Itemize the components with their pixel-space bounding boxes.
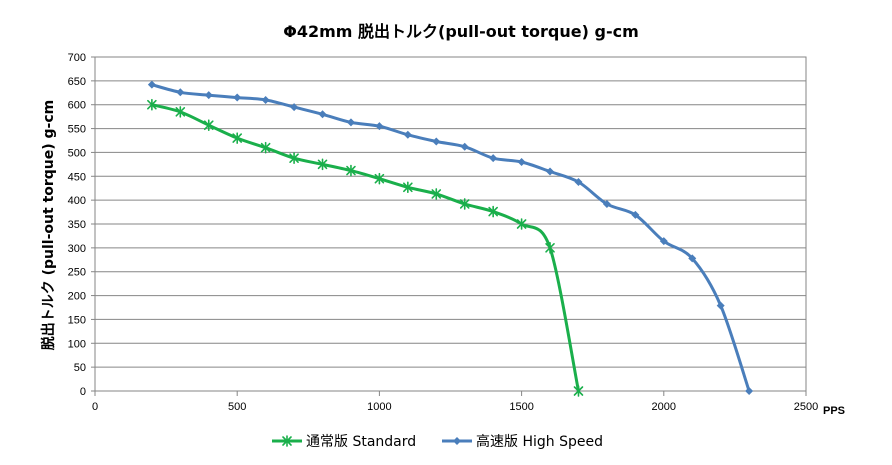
y-tick-label: 150 [68, 314, 86, 326]
data-point [176, 88, 185, 97]
data-point [574, 178, 583, 187]
series-0 [147, 98, 584, 397]
chart-title: Φ42mm 脱出トルク(pull-out torque) g-cm [283, 22, 639, 41]
data-point [147, 80, 156, 89]
data-point [318, 110, 327, 119]
data-point [346, 164, 356, 177]
data-point [403, 181, 413, 194]
data-point [290, 103, 299, 112]
series-1 [147, 80, 754, 395]
legend-label: 高速版 High Speed [476, 433, 603, 450]
x-tick-label: 500 [228, 401, 246, 413]
data-point [716, 301, 725, 310]
y-tick-label: 400 [68, 195, 86, 207]
y-tick-label: 550 [68, 124, 86, 136]
series-line [150, 83, 751, 393]
y-tick-label: 50 [74, 362, 86, 374]
data-point [175, 106, 186, 118]
data-point [431, 188, 442, 200]
data-point [460, 142, 469, 151]
y-tick-label: 0 [80, 386, 86, 398]
legend-marker [453, 437, 461, 445]
data-point [317, 158, 328, 171]
data-point [147, 98, 157, 111]
legend-marker [282, 435, 292, 447]
y-tick-label: 350 [68, 219, 86, 231]
x-tick-label: 1500 [509, 401, 533, 413]
y-tick-label: 650 [68, 76, 86, 88]
y-tick-label: 300 [68, 243, 86, 255]
data-point [203, 119, 214, 132]
data-point [232, 132, 242, 144]
data-point [688, 254, 697, 263]
data-point [374, 172, 385, 185]
y-tick-label: 200 [68, 291, 86, 303]
y-tick-label: 700 [68, 52, 86, 64]
x-axis-unit: PPS [823, 405, 845, 417]
grid [95, 56, 806, 392]
legend: 通常版 Standard 高速版 High Speed [272, 433, 603, 450]
legend-item: 高速版 High Speed [442, 433, 603, 450]
data-point [517, 157, 526, 166]
x-tick-label: 0 [92, 401, 98, 413]
data-point [204, 91, 213, 100]
x-tick-label: 2500 [794, 401, 818, 413]
y-axis-label: 脱出トルク (pull-out torque) g-cm [40, 100, 57, 351]
series-layer [147, 80, 754, 397]
data-point [659, 237, 668, 246]
data-point [631, 210, 640, 219]
data-point [375, 122, 384, 131]
data-point [346, 118, 355, 127]
legend-item: 通常版 Standard [272, 434, 416, 450]
x-tick-label: 2000 [652, 401, 676, 413]
y-tick-label: 100 [68, 338, 86, 350]
data-point [516, 218, 527, 230]
x-tick-label: 1000 [367, 401, 391, 413]
data-point [432, 137, 441, 146]
data-point [545, 242, 555, 254]
legend-label: 通常版 Standard [306, 434, 416, 450]
y-axis: 0 50 100 150 200 250 300 350 400 450 500 550 600 650 7… [68, 52, 95, 398]
data-point [489, 154, 498, 163]
y-tick-label: 250 [68, 267, 86, 279]
y-tick-label: 450 [68, 171, 86, 183]
data-point [260, 141, 271, 154]
data-point [459, 198, 470, 210]
y-tick-label: 500 [68, 147, 86, 159]
data-point [573, 385, 584, 397]
data-point [488, 205, 498, 218]
y-tick-label: 600 [68, 100, 86, 112]
data-point [745, 387, 754, 395]
data-point [233, 93, 242, 102]
data-point [546, 167, 555, 176]
data-point [289, 152, 299, 164]
data-point [261, 95, 270, 104]
data-point [602, 199, 611, 208]
data-point [403, 130, 412, 139]
x-axis: 0 500 1000 1500 2000 2500 [92, 391, 818, 413]
